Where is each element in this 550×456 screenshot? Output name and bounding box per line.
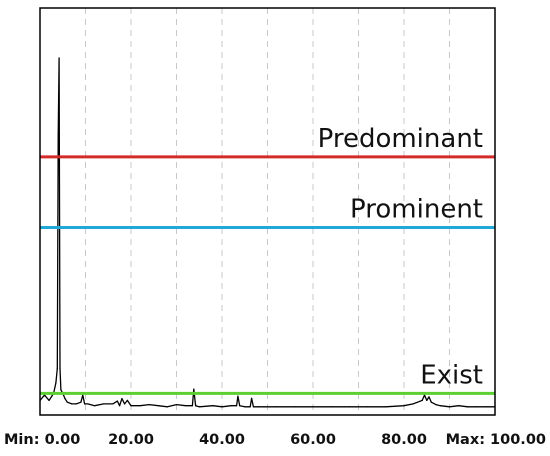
data-point xyxy=(59,368,61,370)
data-point xyxy=(148,404,150,406)
data-point xyxy=(71,403,73,405)
data-point xyxy=(130,405,132,407)
data-point xyxy=(252,406,254,408)
data-point xyxy=(403,405,405,407)
data-point xyxy=(485,406,487,408)
x-tick-label: Max: 100.00 xyxy=(446,432,546,448)
data-point xyxy=(417,401,419,403)
data-point xyxy=(103,403,105,405)
data-point xyxy=(212,405,214,407)
data-point xyxy=(119,405,121,407)
data-point xyxy=(175,404,178,406)
data-point xyxy=(412,403,414,405)
data-point xyxy=(430,401,432,403)
data-point xyxy=(312,406,314,408)
x-tick-label: Min: 0.00 xyxy=(4,432,80,448)
data-point xyxy=(116,400,118,402)
data-point xyxy=(195,405,197,407)
data-point xyxy=(348,406,350,408)
data-point xyxy=(94,405,96,407)
data-point xyxy=(198,406,200,408)
data-point xyxy=(66,401,68,403)
data-point xyxy=(426,399,428,402)
data-point xyxy=(230,405,232,407)
data-point xyxy=(428,396,430,398)
data-point xyxy=(48,399,50,402)
data-point xyxy=(235,405,238,407)
data-point xyxy=(435,404,437,406)
threshold-label-exist: Exist xyxy=(420,360,483,390)
threshold-label-prominent: Prominent xyxy=(350,194,483,224)
data-point xyxy=(385,406,387,408)
data-point xyxy=(75,403,77,405)
data-point xyxy=(221,406,223,408)
data-point xyxy=(193,388,195,390)
data-point xyxy=(112,403,114,405)
data-point xyxy=(191,405,194,407)
data-point xyxy=(237,395,239,397)
x-tick-label: 40.00 xyxy=(199,432,245,448)
data-point xyxy=(367,406,369,408)
threshold-label-predominant: Predominant xyxy=(318,124,483,154)
data-point xyxy=(121,398,123,400)
data-point xyxy=(448,406,451,408)
data-point xyxy=(124,403,126,405)
threshold-layer: Predominant Prominent Exist xyxy=(40,124,495,395)
data-point xyxy=(249,406,251,408)
data-point xyxy=(244,406,246,408)
data-point xyxy=(250,397,253,399)
data-point xyxy=(83,403,86,405)
data-point xyxy=(439,405,441,407)
plot-frame xyxy=(39,7,496,416)
data-point xyxy=(257,406,259,408)
data-point xyxy=(294,406,296,408)
data-point xyxy=(60,389,62,391)
grid-layer xyxy=(85,8,450,415)
data-point xyxy=(276,406,278,408)
data-point xyxy=(57,135,59,137)
x-tick-label: 60.00 xyxy=(290,432,336,448)
data-point xyxy=(239,405,241,407)
data-point xyxy=(421,399,423,402)
x-tick-label: 80.00 xyxy=(381,432,427,448)
data-point xyxy=(87,403,89,405)
data-point xyxy=(458,405,460,407)
data-point xyxy=(126,399,128,402)
data-point xyxy=(330,406,332,408)
data-point xyxy=(166,406,168,408)
data-point xyxy=(58,57,60,59)
data-point xyxy=(80,401,82,403)
data-point xyxy=(185,405,187,407)
data-point xyxy=(64,398,66,400)
data-point xyxy=(139,405,141,407)
data-point xyxy=(55,382,57,384)
data-point xyxy=(157,405,159,407)
tick-layer: Min: 0.00 20.00 40.00 60.00 80.00 Max: 100.00 xyxy=(4,432,546,448)
x-tick-label: 20.00 xyxy=(108,432,154,448)
data-point xyxy=(476,406,478,408)
data-point xyxy=(56,368,58,370)
data-point xyxy=(467,406,469,408)
series-line xyxy=(39,57,495,408)
